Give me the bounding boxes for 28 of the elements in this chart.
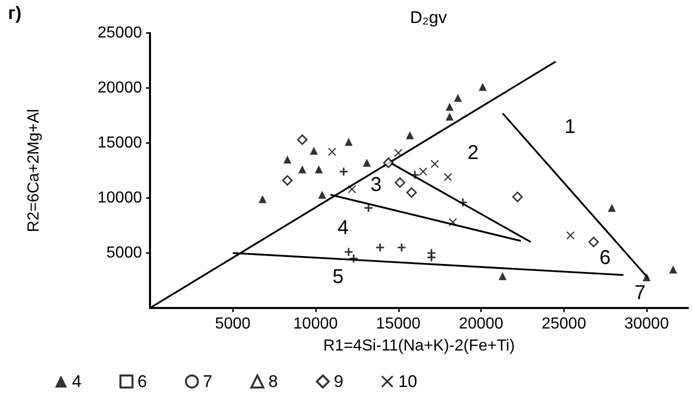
annotation: 3 — [370, 174, 382, 196]
annotation: 7 — [634, 282, 646, 304]
x-tick-label: 10000 — [293, 316, 338, 332]
legend-label: 7 — [202, 372, 212, 391]
y-axis-title: R2=6Ca+2Mg+Al — [26, 108, 42, 232]
x-tick-label: 15000 — [376, 316, 421, 332]
x-tick-label: 20000 — [458, 316, 504, 332]
x-axis-title: R1=4Si-11(Na+K)-2(Fe+Ti) — [323, 338, 515, 354]
legend-label: 9 — [334, 372, 344, 391]
text: г) — [8, 3, 22, 23]
x-tick-label: 5000 — [214, 316, 251, 332]
chart-title: D₂gv — [410, 8, 448, 27]
annotation: 2 — [467, 142, 479, 164]
legend-label: 6 — [137, 372, 147, 391]
annotation: 4 — [337, 217, 349, 239]
y-tick-label: 10000 — [98, 190, 142, 206]
annotation: 5 — [332, 266, 344, 288]
y-tick-label: 25000 — [98, 24, 142, 42]
x-tick-label: 25000 — [542, 316, 586, 332]
annotation: 6 — [599, 247, 611, 269]
annotation: 1 — [564, 116, 576, 138]
legend-label: 4 — [72, 372, 82, 391]
legend-label: 10 — [398, 372, 418, 391]
y-tick-label: 5000 — [106, 244, 142, 262]
y-tick-label: 15000 — [98, 134, 142, 152]
y-tick-label: 20000 — [98, 80, 142, 96]
legend-label: 8 — [268, 372, 278, 391]
x-tick-label: 30000 — [624, 316, 669, 332]
